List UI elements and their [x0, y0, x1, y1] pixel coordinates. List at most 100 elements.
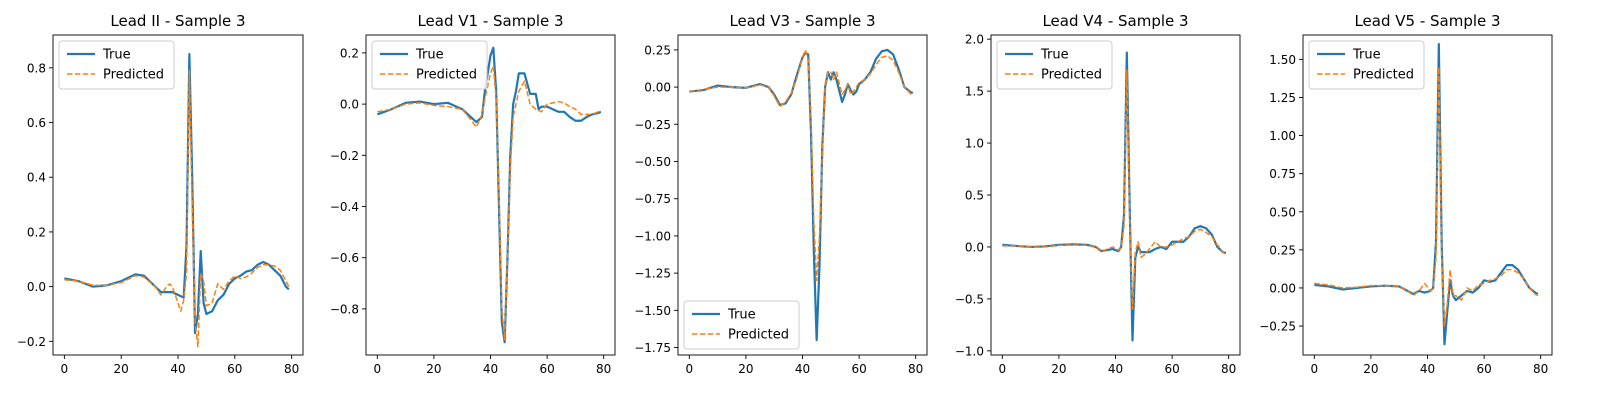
y-tick-label: 0.0	[27, 280, 46, 294]
y-tick-label: −0.25	[1259, 320, 1296, 334]
legend-label-true: True	[727, 308, 756, 323]
x-tick-label: 20	[1051, 362, 1066, 376]
series-line-true	[689, 48, 914, 342]
x-tick-label: 0	[685, 362, 693, 376]
series-group	[689, 48, 914, 342]
x-tick-label: 20	[1363, 362, 1378, 376]
chart-panel-4: Lead V5 - Sample 3 0 20 40 60 80 −0.25 0.00 0.25…	[1259, 12, 1553, 376]
chart-title: Lead V1 - Sample 3	[417, 12, 563, 30]
y-tick-label: −0.5	[955, 292, 984, 306]
y-tick-label: 0.25	[644, 43, 671, 57]
y-tick-label: 1.00	[1269, 129, 1296, 143]
x-tick-label: 80	[596, 362, 611, 376]
x-tick-label: 20	[114, 362, 129, 376]
x-tick-label: 60	[851, 362, 866, 376]
y-tick-label: −0.8	[330, 302, 359, 316]
y-tick-label: −0.50	[634, 155, 671, 169]
y-tick-label: 0.25	[1269, 243, 1296, 257]
y-tick-label: 1.25	[1269, 91, 1296, 105]
x-tick-label: 80	[284, 362, 299, 376]
legend: True Predicted	[371, 40, 488, 90]
x-tick-label: 40	[795, 362, 810, 376]
series-group	[64, 53, 290, 348]
x-tick-label: 20	[426, 362, 441, 376]
x-tick-label: 60	[1164, 362, 1179, 376]
x-tick-label: 60	[539, 362, 554, 376]
y-tick-label: −1.00	[634, 229, 671, 243]
y-tick-label: −1.75	[634, 341, 671, 355]
y-tick-label: 0.00	[1269, 281, 1296, 295]
series-line-true	[376, 46, 602, 344]
y-tick-label: 0.75	[1269, 167, 1296, 181]
y-tick-label: −0.4	[330, 200, 359, 214]
y-tick-label: −1.25	[634, 267, 671, 281]
y-tick-label: −0.2	[330, 149, 359, 163]
legend-label-true: True	[1352, 48, 1381, 63]
chart-title: Lead V3 - Sample 3	[729, 12, 875, 30]
y-tick-label: 1.0	[965, 137, 984, 151]
x-tick-label: 0	[61, 362, 69, 376]
y-tick-label: 0.5	[965, 189, 984, 203]
legend-label-true: True	[415, 48, 444, 63]
x-tick-label: 80	[1533, 362, 1548, 376]
chart-panel-2: Lead V3 - Sample 3 0 20 40 60 80 −1.75 −1.50 −1.…	[634, 12, 928, 376]
y-tick-label: 0.2	[27, 225, 46, 239]
series-line-predicted	[1002, 69, 1227, 311]
y-tick-label: −1.50	[634, 304, 671, 318]
y-tick-label: −1.0	[955, 344, 984, 358]
series-line-true	[1002, 51, 1227, 342]
x-tick-label: 40	[483, 362, 498, 376]
legend-label-predicted: Predicted	[416, 68, 477, 83]
legend-label-true: True	[102, 48, 131, 63]
y-tick-label: −0.2	[17, 335, 46, 349]
chart-title: Lead V4 - Sample 3	[1042, 12, 1188, 30]
legend: True Predicted	[996, 40, 1113, 90]
legend-label-predicted: Predicted	[1041, 68, 1102, 83]
series-line-true	[64, 53, 290, 335]
x-tick-label: 20	[738, 362, 753, 376]
y-tick-label: 0.00	[644, 81, 671, 95]
y-tick-label: 2.0	[965, 33, 984, 47]
x-tick-label: 60	[1476, 362, 1491, 376]
y-tick-label: 1.5	[965, 85, 984, 99]
legend-label-true: True	[1040, 48, 1069, 63]
x-tick-label: 40	[170, 362, 185, 376]
chart-title: Lead V5 - Sample 3	[1354, 12, 1500, 30]
x-tick-label: 60	[227, 362, 242, 376]
series-line-predicted	[377, 64, 601, 341]
legend: True Predicted	[58, 40, 175, 90]
y-tick-label: −0.75	[634, 192, 671, 206]
y-tick-label: 0.4	[27, 171, 46, 185]
x-tick-label: 0	[998, 362, 1006, 376]
x-tick-label: 40	[1108, 362, 1123, 376]
legend-label-predicted: Predicted	[728, 328, 789, 343]
x-tick-label: 80	[1221, 362, 1236, 376]
chart-panel-3: Lead V4 - Sample 3 0 20 40 60 80 −1.0 −0.5 0.0 0.…	[955, 12, 1241, 376]
series-group	[376, 46, 602, 344]
chart-panel-1: Lead V1 - Sample 3 0 20 40 60 80 −0.8 −0.6 −0.4 −…	[330, 12, 616, 376]
x-tick-label: 0	[373, 362, 381, 376]
x-tick-label: 40	[1420, 362, 1435, 376]
y-tick-label: 0.8	[27, 61, 46, 75]
y-tick-label: 0.50	[1269, 205, 1296, 219]
legend-label-predicted: Predicted	[103, 68, 164, 83]
chart-panel-0: Lead II - Sample 3 0 20 40 60 80 −0.2 0.0 0.2 0.4…	[17, 12, 304, 376]
series-line-predicted	[1314, 66, 1539, 327]
legend-label-predicted: Predicted	[1353, 68, 1414, 83]
y-tick-label: 0.0	[965, 240, 984, 254]
series-group	[1002, 51, 1227, 342]
chart-title: Lead II - Sample 3	[110, 12, 245, 30]
series-line-predicted	[689, 49, 914, 282]
series-line-predicted	[64, 69, 290, 348]
y-tick-label: 0.2	[340, 46, 359, 60]
y-tick-label: 1.50	[1269, 53, 1296, 67]
legend: True Predicted	[683, 300, 800, 350]
y-tick-label: 0.0	[340, 98, 359, 112]
series-group	[1314, 43, 1539, 346]
y-tick-label: 0.6	[27, 116, 46, 130]
legend: True Predicted	[1308, 40, 1425, 90]
y-tick-label: −0.6	[330, 251, 359, 265]
y-tick-label: −0.25	[634, 118, 671, 132]
x-tick-label: 0	[1310, 362, 1318, 376]
